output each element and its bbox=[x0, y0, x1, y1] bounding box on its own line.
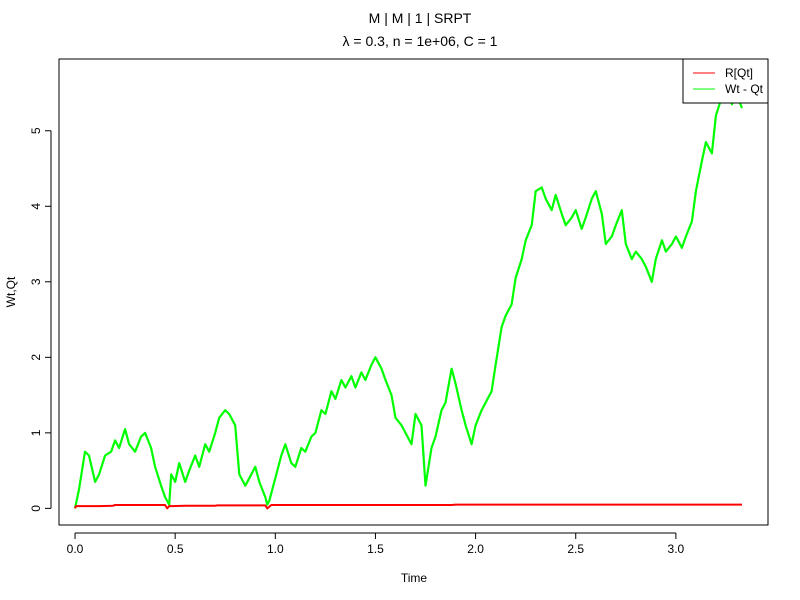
x-tick-label: 2.5 bbox=[567, 542, 584, 556]
x-tick-label: 2.0 bbox=[467, 542, 484, 556]
x-axis: 0.0 0.5 1.0 1.5 2.0 2.5 3.0 bbox=[67, 532, 685, 556]
legend: R[Qt] Wt - Qt bbox=[682, 58, 769, 104]
series-line-r-qt bbox=[74, 503, 742, 510]
legend-box bbox=[682, 58, 769, 104]
y-axis: 0 1 2 3 4 5 bbox=[29, 127, 52, 512]
series-line-wt-qt bbox=[73, 84, 744, 509]
y-tick-label: 3 bbox=[29, 278, 43, 285]
legend-label: Wt - Qt bbox=[725, 82, 764, 96]
y-tick-label: 2 bbox=[29, 354, 43, 361]
legend-label: R[Qt] bbox=[725, 66, 753, 80]
y-axis-label: Wt,Qt bbox=[4, 276, 18, 307]
x-tick-label: 0.5 bbox=[167, 542, 184, 556]
series-layer bbox=[73, 84, 744, 510]
y-tick-label: 0 bbox=[29, 505, 43, 512]
y-tick-label: 5 bbox=[29, 127, 43, 134]
y-tick-label: 4 bbox=[29, 203, 43, 210]
y-tick-label: 1 bbox=[29, 429, 43, 436]
x-tick-label: 1.5 bbox=[367, 542, 384, 556]
chart-title: M | M | 1 | SRPT bbox=[369, 10, 472, 26]
x-axis-label: Time bbox=[401, 571, 428, 585]
x-tick-label: 3.0 bbox=[668, 542, 685, 556]
x-tick-label: 1.0 bbox=[267, 542, 284, 556]
chart-subtitle: λ = 0.3, n = 1e+06, C = 1 bbox=[343, 33, 498, 49]
x-tick-label: 0.0 bbox=[67, 542, 84, 556]
plot-frame bbox=[58, 58, 769, 526]
